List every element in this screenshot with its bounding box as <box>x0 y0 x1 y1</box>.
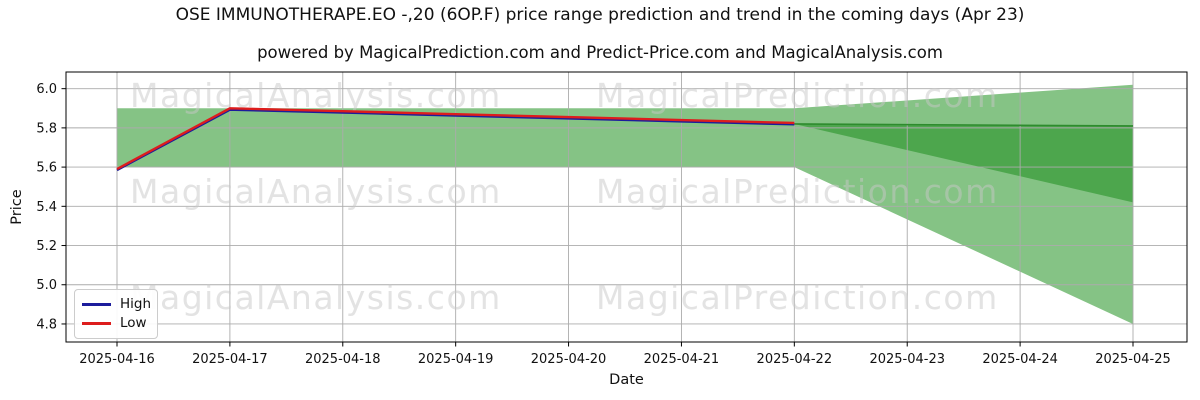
plot-border <box>65 71 1188 343</box>
chart-title: OSE IMMUNOTHERAPE.EO -,20 (6OP.F) price … <box>175 5 1025 25</box>
x-tick-label: 2025-04-18 <box>305 352 381 367</box>
low-line-swatch <box>82 322 111 325</box>
y-tick-label: 6.0 <box>36 82 57 97</box>
x-tick-label: 2025-04-17 <box>192 352 268 367</box>
history-and-forecast-band <box>117 84 1133 324</box>
x-tick-label: 2025-04-16 <box>79 352 155 367</box>
y-tick-label: 5.6 <box>36 161 57 176</box>
watermark-text: MagicalAnalysis.com <box>130 76 502 115</box>
watermark-text: MagicalAnalysis.com <box>130 278 502 317</box>
x-tick-label: 2025-04-22 <box>757 352 833 367</box>
x-tick-label: 2025-04-21 <box>644 352 720 367</box>
forecast-median-line <box>794 123 1134 127</box>
watermark-text: MagicalAnalysis.com <box>130 172 502 211</box>
x-tick-label: 2025-04-20 <box>531 352 607 367</box>
watermark-text: MagicalPrediction.com <box>596 172 999 211</box>
y-tick-label: 5.4 <box>36 200 57 215</box>
x-tick-label: 2025-04-25 <box>1095 352 1171 367</box>
x-tick-label: 2025-04-24 <box>982 352 1058 367</box>
low-line <box>116 107 795 171</box>
y-tick-label: 5.2 <box>36 239 57 254</box>
forecast-inner-band <box>794 123 1133 203</box>
x-tick-label: 2025-04-19 <box>418 352 494 367</box>
legend-item-low: Low <box>82 314 157 333</box>
x-axis-label: Date <box>609 372 644 388</box>
legend-item-high: High <box>82 295 157 314</box>
y-axis-label: Price <box>9 189 25 225</box>
watermark-text: MagicalPrediction.com <box>596 76 999 115</box>
legend-label-low: Low <box>120 314 147 331</box>
high-line <box>116 108 795 172</box>
chart-subtitle: powered by MagicalPrediction.com and Pre… <box>257 43 943 62</box>
legend-label-high: High <box>120 295 152 312</box>
legend: High Low <box>74 289 158 339</box>
high-line-swatch <box>82 303 111 306</box>
y-tick-label: 4.8 <box>36 317 57 332</box>
watermark-text: MagicalPrediction.com <box>596 278 999 317</box>
y-tick-label: 5.8 <box>36 121 57 136</box>
x-tick-label: 2025-04-23 <box>869 352 945 367</box>
y-tick-label: 5.0 <box>36 278 57 293</box>
